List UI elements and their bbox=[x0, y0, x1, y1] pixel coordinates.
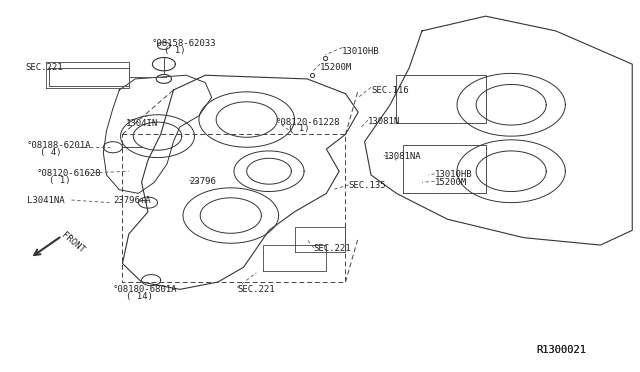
Text: 13010HB: 13010HB bbox=[342, 47, 380, 56]
Text: 23796+A: 23796+A bbox=[113, 196, 150, 205]
Text: SEC.221: SEC.221 bbox=[237, 285, 275, 294]
Text: 15200M: 15200M bbox=[435, 178, 467, 187]
Text: FRONT: FRONT bbox=[60, 230, 86, 254]
Text: 13010HB: 13010HB bbox=[435, 170, 472, 179]
Text: SEC.221: SEC.221 bbox=[314, 244, 351, 253]
Text: ( 1): ( 1) bbox=[288, 124, 310, 133]
Text: ( 1): ( 1) bbox=[49, 176, 70, 185]
Text: °08120-61628: °08120-61628 bbox=[36, 169, 101, 177]
Text: SEC.116: SEC.116 bbox=[371, 86, 408, 94]
Text: 1304IN: 1304IN bbox=[125, 119, 158, 128]
Text: R1300021: R1300021 bbox=[537, 345, 587, 355]
Text: 13081NA: 13081NA bbox=[384, 152, 421, 161]
Text: 15200M: 15200M bbox=[320, 63, 352, 72]
Text: °08120-61228: °08120-61228 bbox=[275, 118, 340, 126]
Text: 23796: 23796 bbox=[189, 177, 216, 186]
Text: °08188-6201A: °08188-6201A bbox=[27, 141, 92, 150]
Text: L3041NA: L3041NA bbox=[27, 196, 65, 205]
Text: SEC.135: SEC.135 bbox=[349, 182, 387, 190]
Text: ( 1): ( 1) bbox=[164, 46, 186, 55]
Text: 13081N: 13081N bbox=[368, 117, 400, 126]
Text: ( 14): ( 14) bbox=[125, 292, 152, 301]
Text: R1300021: R1300021 bbox=[537, 345, 587, 355]
Text: °08158-62033: °08158-62033 bbox=[151, 39, 216, 48]
Text: °08180-6801A: °08180-6801A bbox=[113, 285, 177, 294]
Text: SEC.221: SEC.221 bbox=[26, 63, 63, 72]
Text: ( 4): ( 4) bbox=[40, 148, 61, 157]
